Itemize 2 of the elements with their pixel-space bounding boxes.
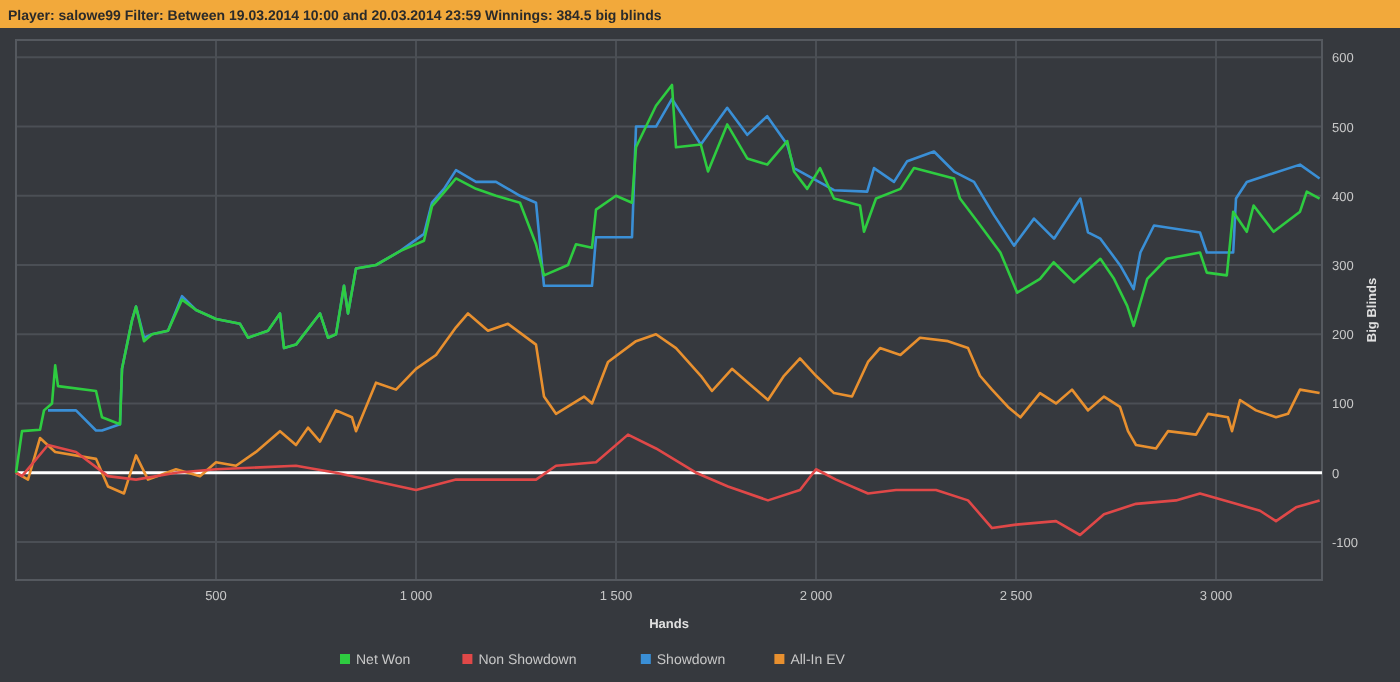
line-series — [14, 83, 1321, 474]
line-series — [14, 433, 1321, 537]
